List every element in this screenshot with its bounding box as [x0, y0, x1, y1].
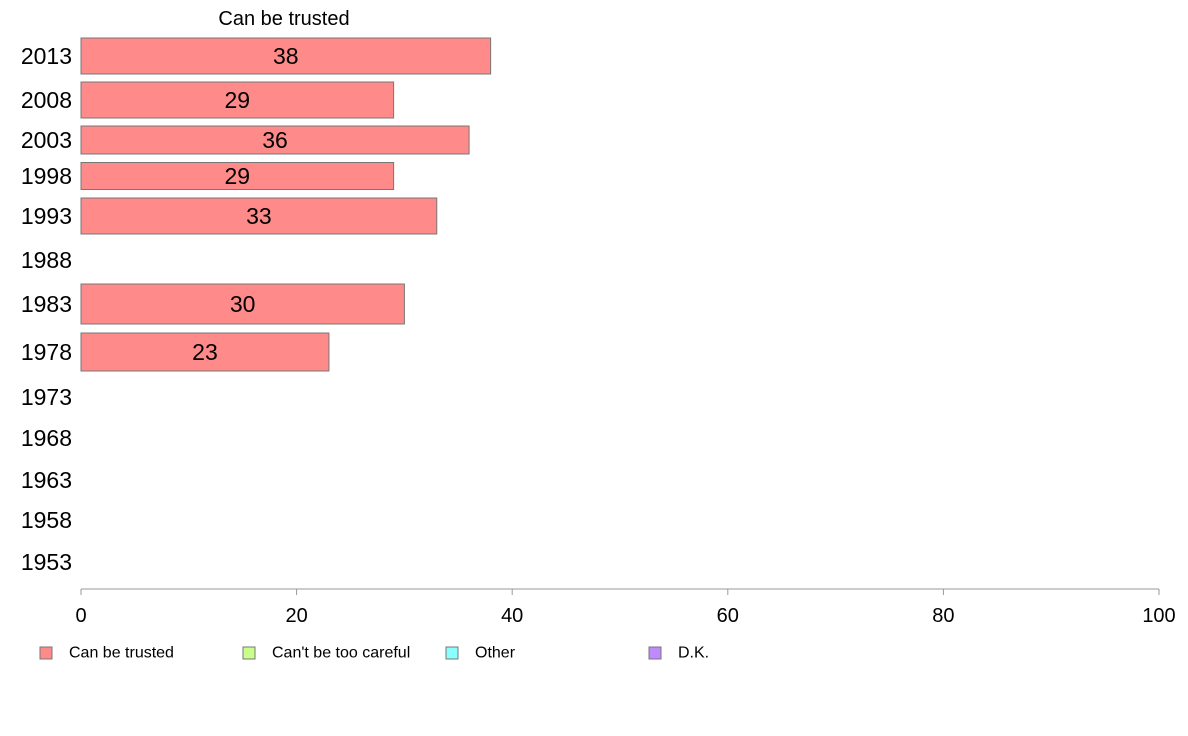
x-tick-label: 100 [1142, 605, 1175, 627]
year-label: 1993 [21, 203, 72, 229]
bar [80, 125, 470, 155]
x-axis: 0 20 40 60 80 100 [75, 588, 1176, 627]
year-label: 1958 [21, 507, 72, 533]
bar [80, 162, 395, 190]
year-label: 2013 [21, 43, 72, 69]
year-label: 1988 [21, 247, 72, 273]
bars-layer: 38 29 36 29 33 30 23 [80, 37, 492, 372]
bar [80, 332, 330, 372]
bar [80, 81, 395, 119]
bar [80, 283, 405, 325]
x-tick-label: 20 [285, 605, 307, 627]
panel-title: Can be trusted [218, 8, 349, 30]
year-label: 1953 [21, 549, 72, 575]
x-tick-label: 40 [501, 605, 523, 627]
legend-label: Other [475, 645, 516, 662]
year-labels: 2013 2008 2003 1998 1993 1988 1983 1978 1973 1968… [21, 43, 72, 575]
legend-swatch [39, 646, 53, 660]
bar-value-label: 36 [262, 127, 288, 153]
year-label: 1968 [21, 425, 72, 451]
bar [80, 37, 492, 75]
legend-swatch [648, 646, 662, 660]
year-label: 1973 [21, 384, 72, 410]
year-label: 1998 [21, 163, 72, 189]
bar-value-label: 23 [192, 339, 218, 365]
x-tick-label: 80 [932, 605, 954, 627]
x-tick-label: 60 [717, 605, 739, 627]
legend-label: D.K. [678, 645, 709, 662]
legend-swatch [242, 646, 256, 660]
year-label: 1983 [21, 291, 72, 317]
bar-value-label: 33 [246, 203, 272, 229]
year-label: 1963 [21, 467, 72, 493]
bar-value-label: 38 [273, 43, 299, 69]
legend-swatch [445, 646, 459, 660]
year-label: 2008 [21, 87, 72, 113]
bar-value-label: 29 [225, 87, 251, 113]
year-label: 2003 [21, 127, 72, 153]
bar-value-label: 30 [230, 291, 256, 317]
x-tick-label: 0 [75, 605, 86, 627]
legend-label: Can be trusted [69, 645, 174, 662]
bar [80, 197, 438, 235]
year-label: 1978 [21, 339, 72, 365]
legend: Can be trusted Can't be too careful Other D… [39, 645, 709, 662]
bar-value-label: 29 [225, 163, 251, 189]
legend-label: Can't be too careful [272, 645, 410, 662]
